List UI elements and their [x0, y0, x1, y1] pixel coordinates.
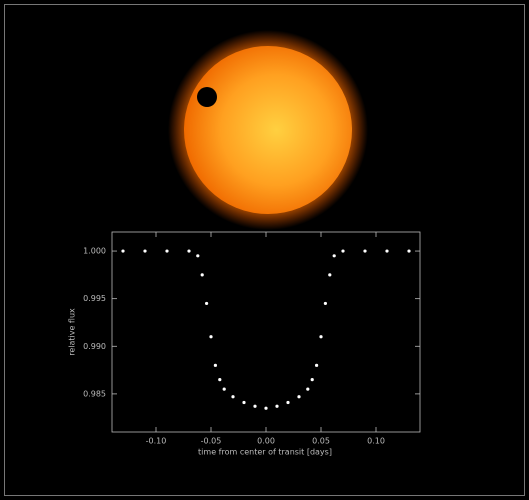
data-point	[200, 273, 204, 277]
x-tick-label: -0.10	[146, 437, 167, 446]
y-axis-label: relative flux	[68, 308, 77, 356]
data-point	[341, 249, 345, 253]
data-point	[222, 387, 226, 391]
data-point	[306, 387, 310, 391]
data-point	[218, 378, 222, 382]
data-point	[315, 363, 319, 367]
data-point	[165, 249, 169, 253]
data-point	[253, 404, 257, 408]
data-point	[310, 378, 314, 382]
data-point	[407, 249, 411, 253]
data-point	[319, 335, 323, 339]
data-point	[187, 249, 191, 253]
data-point	[231, 395, 235, 399]
y-tick-label: 0.995	[83, 294, 106, 303]
x-tick-label: -0.05	[201, 437, 222, 446]
x-tick-label: 0.05	[312, 437, 330, 446]
data-point	[385, 249, 389, 253]
data-point	[143, 249, 147, 253]
x-tick-label: 0.00	[257, 437, 275, 446]
y-tick-label: 0.985	[83, 389, 106, 398]
y-tick-label: 0.990	[83, 342, 106, 351]
data-point	[363, 249, 367, 253]
data-point	[121, 249, 125, 253]
data-point	[297, 395, 301, 399]
data-point	[242, 400, 246, 405]
data-point	[264, 406, 268, 410]
data-point	[286, 400, 290, 405]
x-axis-label: time from center of transit [days]	[198, 448, 332, 457]
data-point	[275, 404, 279, 408]
data-point	[196, 254, 200, 258]
data-point	[209, 335, 213, 339]
data-point	[213, 363, 217, 367]
planet	[197, 87, 217, 107]
x-tick-label: 0.10	[367, 437, 385, 446]
data-point	[328, 273, 332, 277]
data-point	[332, 254, 336, 258]
data-point	[323, 301, 327, 306]
data-point	[205, 301, 209, 306]
star	[184, 46, 352, 214]
y-tick-label: 1.000	[83, 247, 106, 256]
